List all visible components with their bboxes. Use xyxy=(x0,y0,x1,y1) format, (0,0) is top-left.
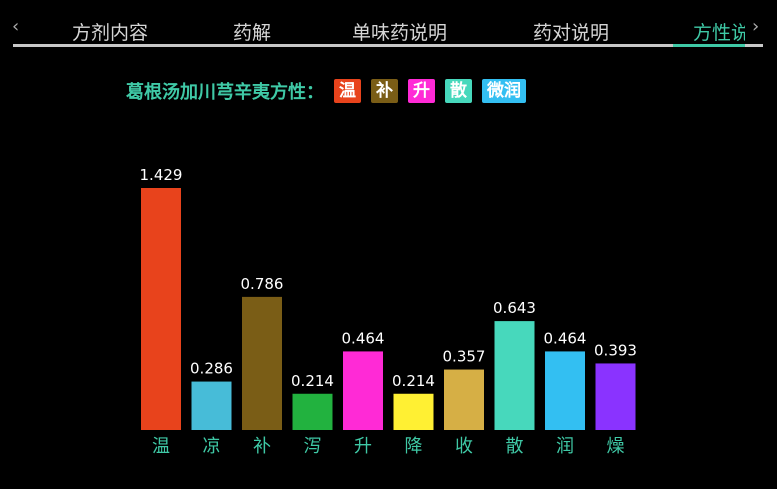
property-tag-tonify: 补 xyxy=(371,79,398,103)
bar-value-label-2: 0.786 xyxy=(241,275,284,293)
bar-value-label-9: 0.393 xyxy=(594,341,637,359)
bar-8 xyxy=(545,351,585,430)
tab-formula-content[interactable]: 方剂内容 xyxy=(72,22,149,44)
category-label-4: 升 xyxy=(354,436,372,457)
tab-herb-explanation[interactable]: 药解 xyxy=(233,22,272,44)
tab-formula-property[interactable]: 方性说 xyxy=(693,22,745,44)
bar-value-label-1: 0.286 xyxy=(190,360,233,378)
tab-bar: ‹ 方剂内容 药解 单味药说明 药对说明 方性说 › xyxy=(0,0,777,50)
bar-2 xyxy=(242,296,282,430)
bar-3 xyxy=(292,393,333,430)
tab-single-herb-notes[interactable]: 单味药说明 xyxy=(352,22,448,44)
property-tag-disperse: 散 xyxy=(445,79,472,103)
chevron-right-icon[interactable]: › xyxy=(752,16,760,37)
bar-value-label-7: 0.643 xyxy=(493,299,536,317)
bar-1 xyxy=(191,381,232,430)
bar-value-label-8: 0.464 xyxy=(544,329,587,347)
formula-property-header: 葛根汤加川芎辛夷方性： 温 补 升 散 微润 xyxy=(126,78,536,104)
category-label-0: 温 xyxy=(152,436,170,457)
tabs-viewport: 方剂内容 药解 单味药说明 药对说明 方性说 xyxy=(30,0,745,50)
bar-value-label-4: 0.464 xyxy=(342,329,385,347)
category-label-6: 收 xyxy=(455,436,473,457)
bar-7 xyxy=(494,321,535,430)
bar-value-label-5: 0.214 xyxy=(392,372,435,390)
property-tag-warm: 温 xyxy=(334,79,361,103)
category-label-3: 泻 xyxy=(304,436,322,457)
category-label-1: 凉 xyxy=(203,436,221,457)
bar-6 xyxy=(444,369,484,430)
category-label-8: 润 xyxy=(556,436,574,457)
property-tag-ascend: 升 xyxy=(408,79,435,103)
active-tab-indicator xyxy=(673,44,745,47)
bar-9 xyxy=(595,363,636,430)
bar-5 xyxy=(393,393,434,430)
bar-4 xyxy=(343,351,383,430)
property-tag-slightly-moisten: 微润 xyxy=(482,79,526,103)
category-label-2: 补 xyxy=(253,436,271,457)
bar-value-label-6: 0.357 xyxy=(443,348,486,366)
tab-divider xyxy=(13,44,763,47)
formula-title: 葛根汤加川芎辛夷方性： xyxy=(126,82,324,103)
bar-value-label-3: 0.214 xyxy=(291,372,334,390)
category-label-7: 散 xyxy=(506,436,524,457)
chevron-left-icon[interactable]: ‹ xyxy=(12,16,20,37)
category-label-9: 燥 xyxy=(607,436,625,457)
bar-0 xyxy=(141,188,181,430)
bar-value-label-0: 1.429 xyxy=(140,166,183,184)
tab-herb-pair-notes[interactable]: 药对说明 xyxy=(533,22,610,44)
category-label-5: 降 xyxy=(405,436,423,457)
